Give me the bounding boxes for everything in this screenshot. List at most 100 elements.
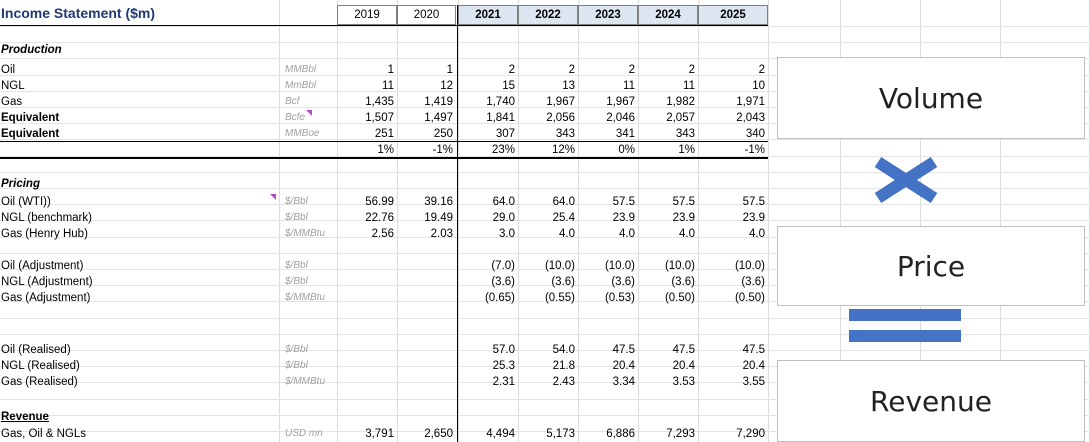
value-cell[interactable]: [337, 274, 394, 290]
value-cell[interactable]: 0%: [618, 144, 635, 156]
value-cell[interactable]: 22.76: [365, 212, 394, 224]
value-cell[interactable]: 1,841: [486, 112, 515, 124]
value-cell[interactable]: [337, 258, 394, 274]
year-header-2022[interactable]: 2022: [518, 5, 578, 25]
value-cell[interactable]: -1%: [432, 144, 453, 156]
value-cell[interactable]: 251: [374, 128, 394, 140]
value-cell[interactable]: 11: [683, 80, 695, 92]
value-cell[interactable]: 1,435: [365, 96, 394, 108]
value-cell[interactable]: 307: [495, 128, 515, 140]
value-cell[interactable]: (3.6): [551, 276, 575, 288]
value-cell[interactable]: [337, 290, 394, 306]
value-cell[interactable]: (0.50): [734, 292, 765, 304]
value-cell[interactable]: 3.0: [499, 228, 515, 240]
value-cell[interactable]: 64.0: [552, 196, 575, 208]
value-cell[interactable]: 2: [688, 64, 695, 76]
value-cell[interactable]: 1%: [678, 144, 695, 156]
value-cell[interactable]: 4.0: [559, 228, 575, 240]
value-cell[interactable]: 2.03: [430, 228, 453, 240]
value-cell[interactable]: 47.5: [672, 344, 695, 356]
value-cell[interactable]: 64.0: [492, 196, 515, 208]
value-cell[interactable]: (0.55): [544, 292, 575, 304]
value-cell[interactable]: 15: [502, 80, 515, 92]
value-cell[interactable]: 1,740: [486, 96, 515, 108]
value-cell[interactable]: 3.55: [742, 376, 765, 388]
value-cell[interactable]: 1: [387, 64, 394, 76]
value-cell[interactable]: 2,057: [666, 112, 695, 124]
year-header-2023[interactable]: 2023: [578, 5, 638, 25]
value-cell[interactable]: [397, 290, 453, 306]
value-cell[interactable]: 6,886: [606, 428, 635, 440]
value-cell[interactable]: 11: [382, 80, 394, 92]
value-cell[interactable]: 7,290: [736, 428, 765, 440]
value-cell[interactable]: (0.50): [664, 292, 695, 304]
value-cell[interactable]: [337, 374, 394, 390]
value-cell[interactable]: 29.0: [492, 212, 515, 224]
value-cell[interactable]: [397, 374, 453, 390]
value-cell[interactable]: 1,507: [365, 112, 394, 124]
year-header-2024[interactable]: 2024: [638, 5, 698, 25]
value-cell[interactable]: 12: [440, 80, 453, 92]
value-cell[interactable]: 19.49: [424, 212, 453, 224]
value-cell[interactable]: [397, 342, 453, 358]
value-cell[interactable]: 250: [433, 128, 453, 140]
value-cell[interactable]: 20.4: [612, 360, 635, 372]
value-cell[interactable]: (3.6): [611, 276, 635, 288]
value-cell[interactable]: 2,043: [736, 112, 765, 124]
value-cell[interactable]: 1,419: [424, 96, 453, 108]
value-cell[interactable]: 343: [555, 128, 575, 140]
value-cell[interactable]: (10.0): [664, 260, 695, 272]
value-cell[interactable]: 1,967: [546, 96, 575, 108]
value-cell[interactable]: 4,494: [486, 428, 515, 440]
value-cell[interactable]: 56.99: [365, 196, 394, 208]
value-cell[interactable]: 341: [615, 128, 635, 140]
value-cell[interactable]: 2,650: [424, 428, 453, 440]
value-cell[interactable]: 47.5: [742, 344, 765, 356]
value-cell[interactable]: 2,046: [606, 112, 635, 124]
value-cell[interactable]: (0.53): [604, 292, 635, 304]
value-cell[interactable]: [397, 258, 453, 274]
value-cell[interactable]: -1%: [744, 144, 765, 156]
value-cell[interactable]: (10.0): [604, 260, 635, 272]
value-cell[interactable]: (10.0): [734, 260, 765, 272]
value-cell[interactable]: 39.16: [424, 196, 453, 208]
value-cell[interactable]: 57.5: [742, 196, 765, 208]
value-cell[interactable]: (0.65): [484, 292, 515, 304]
value-cell[interactable]: (3.6): [741, 276, 765, 288]
value-cell[interactable]: 5,173: [546, 428, 575, 440]
value-cell[interactable]: (3.6): [671, 276, 695, 288]
value-cell[interactable]: 25.3: [492, 360, 515, 372]
value-cell[interactable]: 2: [628, 64, 635, 76]
value-cell[interactable]: [397, 274, 453, 290]
value-cell[interactable]: 23.9: [672, 212, 695, 224]
value-cell[interactable]: 1,967: [606, 96, 635, 108]
value-cell[interactable]: [337, 342, 394, 358]
value-cell[interactable]: 1: [446, 64, 453, 76]
value-cell[interactable]: 2.31: [492, 376, 515, 388]
comment-indicator-icon[interactable]: [270, 194, 276, 200]
year-header-2025[interactable]: 2025: [698, 5, 768, 25]
value-cell[interactable]: (7.0): [491, 260, 515, 272]
year-header-2020[interactable]: 2020: [397, 5, 456, 25]
value-cell[interactable]: [337, 358, 394, 374]
value-cell[interactable]: 2: [758, 64, 765, 76]
value-cell[interactable]: [397, 358, 453, 374]
value-cell[interactable]: (3.6): [491, 276, 515, 288]
value-cell[interactable]: 4.0: [619, 228, 635, 240]
value-cell[interactable]: 2.56: [371, 228, 394, 240]
value-cell[interactable]: 23%: [491, 144, 515, 156]
value-cell[interactable]: 343: [675, 128, 695, 140]
value-cell[interactable]: 23.9: [612, 212, 635, 224]
value-cell[interactable]: 57.5: [612, 196, 635, 208]
value-cell[interactable]: 4.0: [679, 228, 695, 240]
value-cell[interactable]: 57.5: [672, 196, 695, 208]
year-header-2019[interactable]: 2019: [337, 5, 397, 25]
year-header-2021[interactable]: 2021: [458, 5, 518, 25]
value-cell[interactable]: 3,791: [365, 428, 394, 440]
value-cell[interactable]: 20.4: [672, 360, 695, 372]
value-cell[interactable]: 2.43: [552, 376, 575, 388]
value-cell[interactable]: 47.5: [612, 344, 635, 356]
value-cell[interactable]: 2: [568, 64, 575, 76]
value-cell[interactable]: 54.0: [552, 344, 575, 356]
value-cell[interactable]: 13: [562, 80, 575, 92]
